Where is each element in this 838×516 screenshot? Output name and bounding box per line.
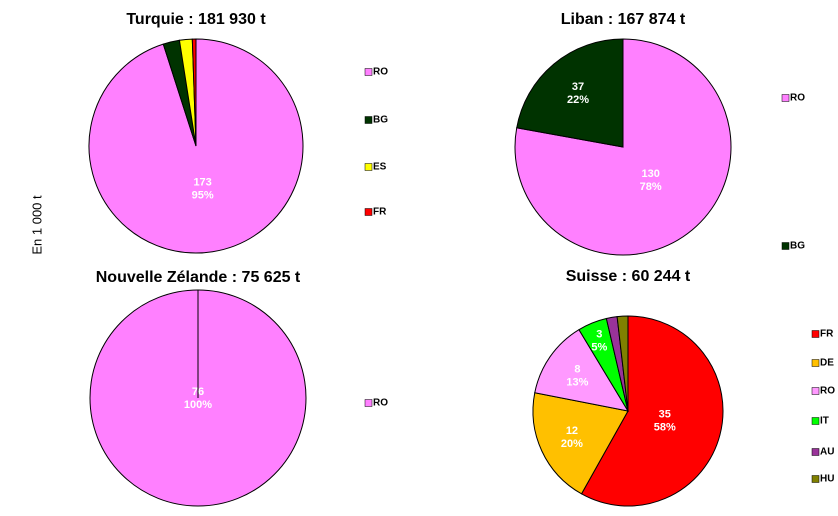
legend-label: RO: [373, 398, 388, 409]
chart-title: Turquie : 181 930 t: [126, 11, 266, 28]
legend-swatch: [364, 399, 373, 407]
data-label: 76 100%: [184, 386, 212, 411]
data-label-line: 8: [574, 364, 580, 376]
data-label-line: 3: [596, 329, 602, 341]
data-label: 130 78%: [640, 168, 662, 193]
legend-swatch: [364, 68, 373, 76]
legend-swatch: [781, 94, 790, 102]
legend-swatch: [781, 242, 790, 250]
data-label: 37 22%: [567, 81, 589, 106]
legend-label: ES: [373, 162, 387, 173]
legend-label: RO: [820, 386, 835, 397]
pie-slice: [534, 328, 630, 412]
data-label-line: 173: [193, 176, 211, 188]
pie-slice: [191, 38, 197, 147]
pie-slice: [532, 392, 629, 495]
legend-label: FR: [820, 329, 834, 340]
data-label-line: 13%: [566, 377, 588, 389]
pie-slice: [516, 38, 624, 148]
legend-label: BG: [373, 115, 388, 126]
chart-title: Suisse : 60 244 t: [566, 268, 691, 285]
y-axis-label: En 1 000 t: [29, 195, 44, 255]
data-label: 3 5%: [591, 329, 607, 354]
data-label-line: 78%: [640, 181, 662, 193]
legend-swatch: [811, 448, 820, 456]
legend-label: DE: [820, 358, 834, 369]
data-label-line: 22%: [567, 94, 589, 106]
legend-label: IT: [820, 416, 829, 427]
chart-title: Nouvelle Zélande : 75 625 t: [96, 269, 301, 286]
legend-swatch: [364, 116, 373, 124]
data-label-line: 35: [659, 409, 671, 421]
data-label-line: 20%: [561, 438, 583, 450]
legend-label: HU: [820, 474, 834, 485]
data-label: 35 58%: [654, 409, 676, 434]
legend-swatch: [811, 359, 820, 367]
data-label-line: 95%: [192, 189, 214, 201]
data-label-line: 130: [642, 168, 660, 180]
legend-label: FR: [373, 207, 387, 218]
data-label-line: 12: [566, 425, 578, 437]
data-label: 173 95%: [192, 176, 214, 201]
chart-title: Liban : 167 874 t: [561, 11, 686, 28]
legend-swatch: [364, 208, 373, 216]
legend-label: RO: [373, 67, 388, 78]
data-label-line: 58%: [654, 422, 676, 434]
legend-swatch: [364, 163, 373, 171]
data-label-line: 37: [572, 81, 584, 93]
data-label-line: 100%: [184, 399, 212, 411]
data-label-line: 5%: [591, 342, 607, 354]
legend-label: BG: [790, 241, 805, 252]
pie-slice: [88, 38, 304, 254]
data-label: 8 13%: [566, 364, 588, 389]
legend-swatch: [811, 475, 820, 483]
pie-slice: [616, 315, 629, 412]
pie-slice: [514, 38, 732, 256]
data-label-line: 76: [192, 386, 204, 398]
legend-label: AU: [820, 447, 834, 458]
legend-swatch: [811, 387, 820, 395]
legend-label: RO: [790, 93, 805, 104]
data-label: 12 20%: [561, 425, 583, 450]
legend-swatch: [811, 417, 820, 425]
pie-slice: [580, 315, 724, 507]
legend-swatch: [811, 330, 820, 338]
